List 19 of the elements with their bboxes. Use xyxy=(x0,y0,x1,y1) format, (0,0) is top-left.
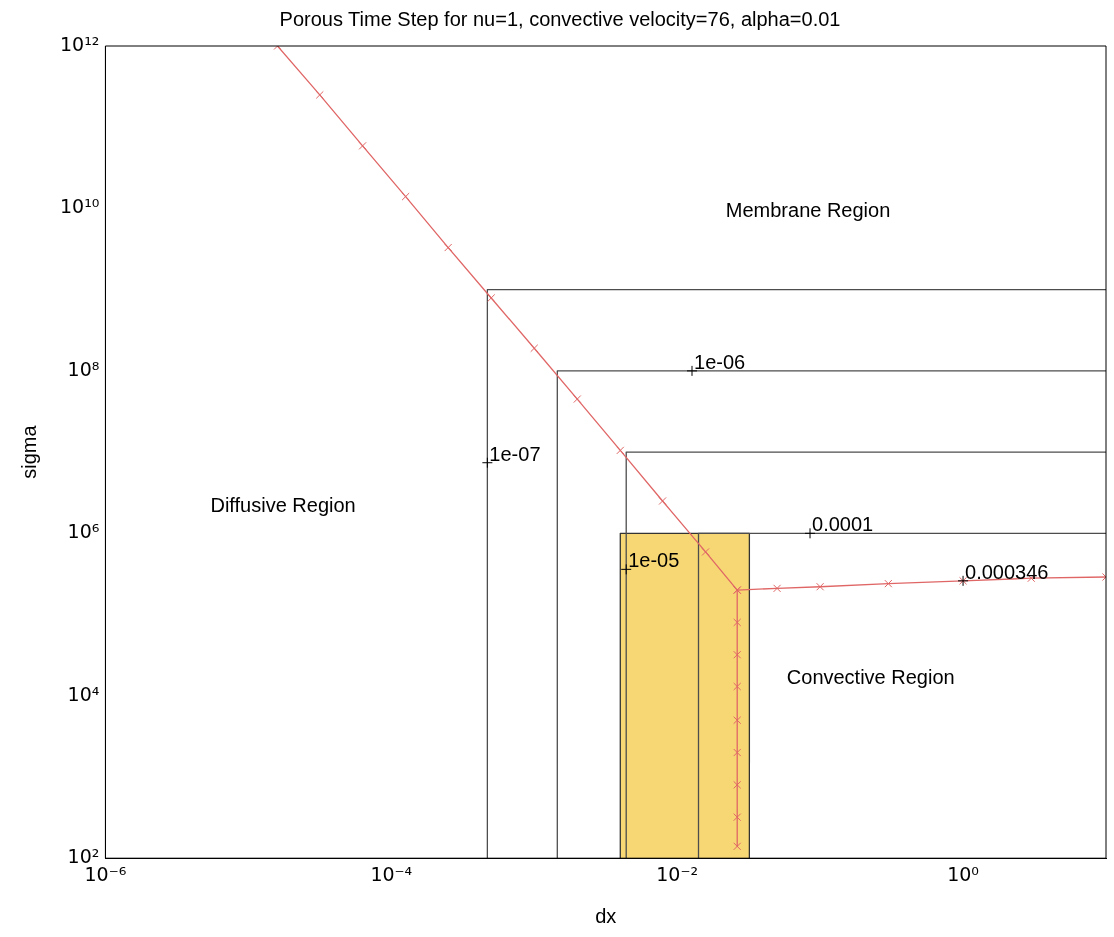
annotation: 1e-06 xyxy=(694,350,746,373)
annotation: 0.000346 xyxy=(965,560,1049,583)
y-axis-title: sigma xyxy=(17,424,40,479)
annotation: 0.0001 xyxy=(812,513,874,536)
y-tick-label: 10¹² xyxy=(59,32,100,55)
annotation: 1e-05 xyxy=(628,549,680,572)
annotation: Diffusive Region xyxy=(210,494,356,517)
annotation: 1e-07 xyxy=(489,442,541,465)
y-tick-label: 10⁶ xyxy=(67,520,100,543)
y-tick-label: 10¹⁰ xyxy=(59,195,100,218)
annotation: Convective Region xyxy=(786,665,955,688)
x-tick-label: 10⁻⁴ xyxy=(370,862,413,885)
y-tick-label: 10⁸ xyxy=(67,357,100,380)
x-tick-label: 10⁻² xyxy=(656,862,699,885)
chart-title: Porous Time Step for nu=1, convective velocity=76, alpha=0.01 xyxy=(279,7,841,30)
x-tick-label: 10⁰ xyxy=(947,862,979,885)
x-axis-title: dx xyxy=(595,904,617,927)
annotation: Membrane Region xyxy=(725,198,891,221)
y-tick-label: 10⁴ xyxy=(67,682,100,705)
